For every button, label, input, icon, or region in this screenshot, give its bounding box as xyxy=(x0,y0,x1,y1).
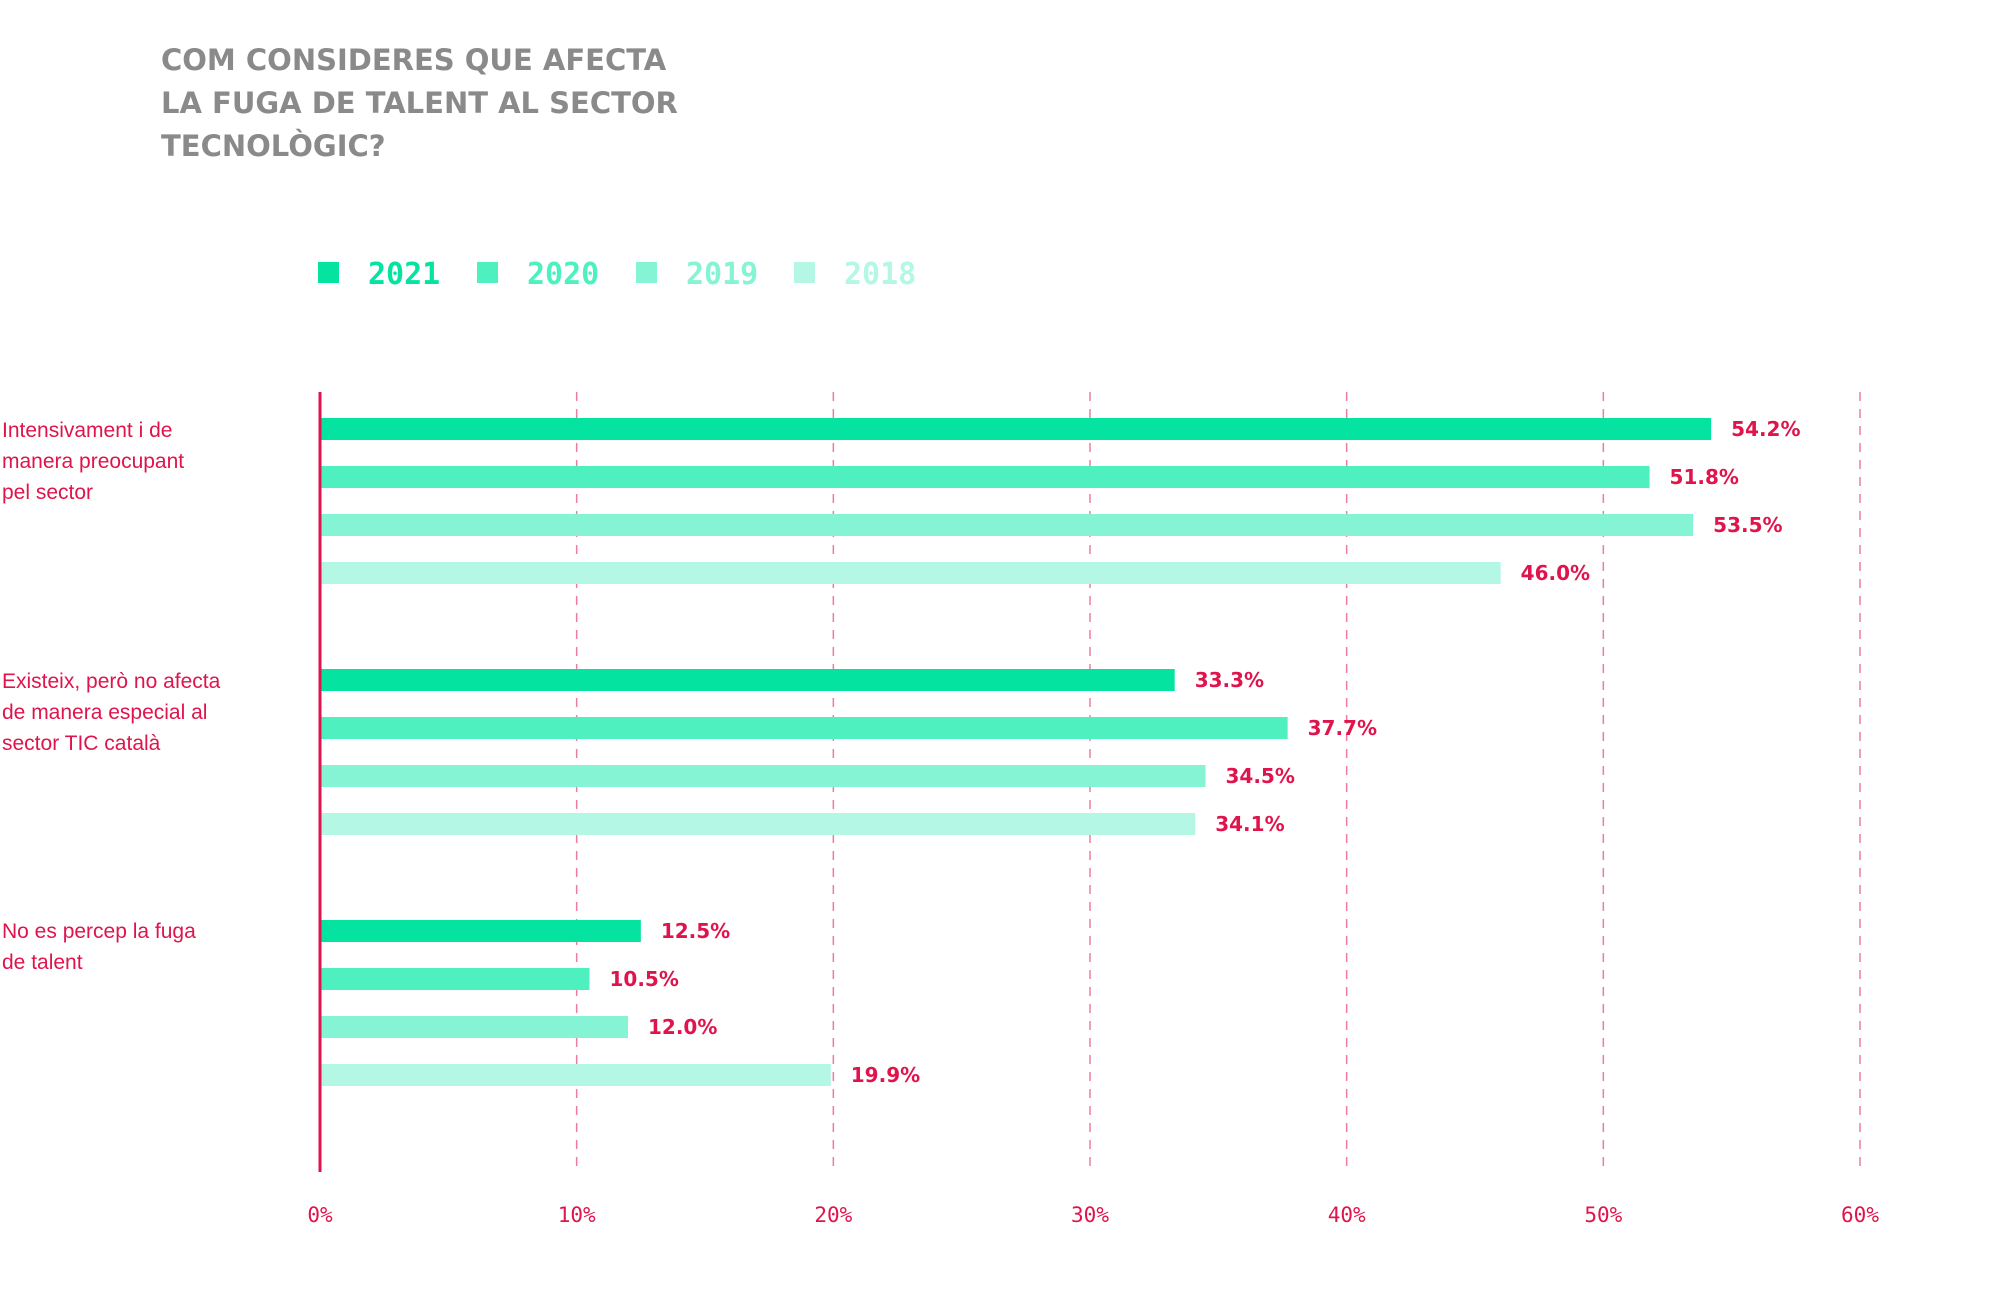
value-label: 51.8% xyxy=(1670,465,1739,489)
value-label: 53.5% xyxy=(1713,513,1782,537)
legend-swatch xyxy=(477,262,498,283)
bar xyxy=(320,717,1288,739)
title-line: TECNOLÒGIC? xyxy=(161,129,386,163)
bar xyxy=(320,765,1206,787)
value-label: 34.5% xyxy=(1226,764,1295,788)
x-tick-label: 10% xyxy=(558,1203,596,1227)
x-tick-label: 0% xyxy=(307,1203,333,1227)
category-label: manera preocupant xyxy=(2,450,184,473)
bar xyxy=(320,1016,628,1038)
legend: 2021 2020 2019 2018 xyxy=(318,257,916,292)
value-label: 33.3% xyxy=(1195,668,1264,692)
legend-swatch xyxy=(636,262,657,283)
category-label: pel sector xyxy=(2,481,93,504)
legend-label: 2019 xyxy=(686,257,758,292)
x-tick-label: 50% xyxy=(1584,1203,1622,1227)
bar xyxy=(320,813,1196,835)
x-axis-ticks: 0% 10% 20% 30% 40% 50% 60% xyxy=(307,1203,1879,1227)
legend-label: 2021 xyxy=(368,257,440,292)
bars: 54.2% 51.8% 53.5% 46.0% 33.3% 37.7% 34.5% 34.1%… xyxy=(320,417,1801,1087)
x-tick-label: 30% xyxy=(1071,1203,1109,1227)
category-label: sector TIC català xyxy=(2,732,161,755)
legend-swatch xyxy=(794,262,815,283)
x-tick-label: 60% xyxy=(1841,1203,1879,1227)
category-label: de talent xyxy=(2,951,83,974)
chart-title: COM CONSIDERES QUE AFECTA LA FUGA DE TALE… xyxy=(161,43,678,163)
value-label: 46.0% xyxy=(1521,561,1590,585)
legend-label: 2020 xyxy=(527,257,599,292)
legend-label: 2018 xyxy=(844,257,916,292)
category-label: No es percep la fuga xyxy=(2,920,196,943)
title-line: COM CONSIDERES QUE AFECTA xyxy=(161,43,667,77)
bar xyxy=(320,562,1501,584)
x-tick-label: 40% xyxy=(1328,1203,1366,1227)
bar xyxy=(320,920,641,942)
category-labels: Intensivament i de manera preocupant pel s… xyxy=(2,419,221,974)
category-label: Intensivament i de xyxy=(2,419,172,442)
value-label: 19.9% xyxy=(851,1063,920,1087)
value-label: 54.2% xyxy=(1731,417,1800,441)
value-label: 12.0% xyxy=(648,1015,717,1039)
value-label: 37.7% xyxy=(1308,716,1377,740)
legend-swatch xyxy=(318,262,339,283)
bar xyxy=(320,1064,831,1086)
bar xyxy=(320,466,1650,488)
bar xyxy=(320,418,1712,440)
value-label: 10.5% xyxy=(610,967,679,991)
gridlines xyxy=(575,392,1861,1172)
category-label: de manera especial al xyxy=(2,701,207,724)
category-label: Existeix, però no afecta xyxy=(2,670,221,693)
bar xyxy=(320,968,590,990)
bar xyxy=(320,669,1175,691)
value-label: 34.1% xyxy=(1215,812,1284,836)
bar xyxy=(320,514,1694,536)
value-label: 12.5% xyxy=(661,919,730,943)
x-tick-label: 20% xyxy=(814,1203,852,1227)
title-line: LA FUGA DE TALENT AL SECTOR xyxy=(161,86,678,120)
